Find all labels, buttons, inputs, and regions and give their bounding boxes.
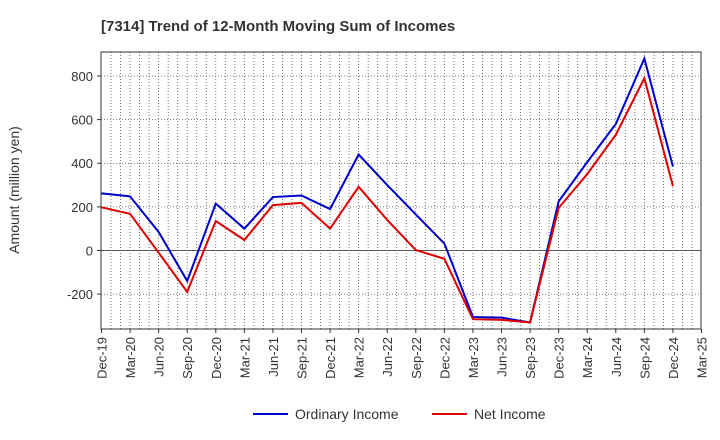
x-tick-label: Mar-20 [123, 337, 138, 378]
x-tick-label: Mar-25 [695, 337, 710, 378]
series-line-net-income [101, 75, 674, 324]
x-tick-label: Dec-20 [209, 337, 224, 379]
legend-label-ordinary-income: Ordinary Income [295, 406, 399, 422]
series-layer [101, 55, 674, 324]
y-axis-label: Amount (million yen) [6, 126, 22, 254]
y-tick-label: -200 [67, 287, 93, 302]
y-tick-label: 800 [71, 69, 93, 84]
x-tick-label: Sep-21 [295, 337, 310, 379]
x-tick-label: Mar-24 [580, 337, 595, 378]
x-tick-label: Dec-23 [552, 337, 567, 379]
x-tick-label: Jun-24 [609, 337, 624, 377]
x-axis-ticks: Dec-19 Mar-20 Jun-20 Sep-20 Dec-20 Mar-21 Jun-… [95, 329, 710, 379]
x-tick-label: Dec-24 [666, 337, 681, 379]
x-tick-label: Jun-20 [152, 337, 167, 377]
x-tick-label: Jun-22 [380, 337, 395, 377]
y-tick-label: 400 [71, 156, 93, 171]
y-axis-ticks: -200 0 200 400 600 800 [67, 69, 101, 302]
x-tick-label: Sep-20 [180, 337, 195, 379]
chart-title: [7314] Trend of 12-Month Moving Sum of I… [101, 18, 455, 35]
plot-frame [100, 51, 702, 330]
x-tick-label: Mar-22 [352, 337, 367, 378]
y-tick-label: 200 [71, 200, 93, 215]
legend: Ordinary Income Net Income [253, 406, 546, 422]
x-tick-label: Mar-23 [466, 337, 481, 378]
grid [101, 52, 701, 329]
y-tick-label: 0 [86, 243, 93, 258]
x-tick-label: Sep-24 [637, 337, 652, 379]
x-tick-label: Mar-21 [237, 337, 252, 378]
x-tick-label: Dec-21 [323, 337, 338, 379]
x-tick-label: Jun-21 [266, 337, 281, 377]
y-tick-label: 600 [71, 113, 93, 128]
legend-label-net-income: Net Income [474, 406, 546, 422]
x-tick-label: Jun-23 [495, 337, 510, 377]
x-tick-label: Dec-22 [437, 337, 452, 379]
x-tick-label: Dec-19 [95, 337, 110, 379]
x-tick-label: Sep-22 [409, 337, 424, 379]
x-tick-label: Sep-23 [523, 337, 538, 379]
